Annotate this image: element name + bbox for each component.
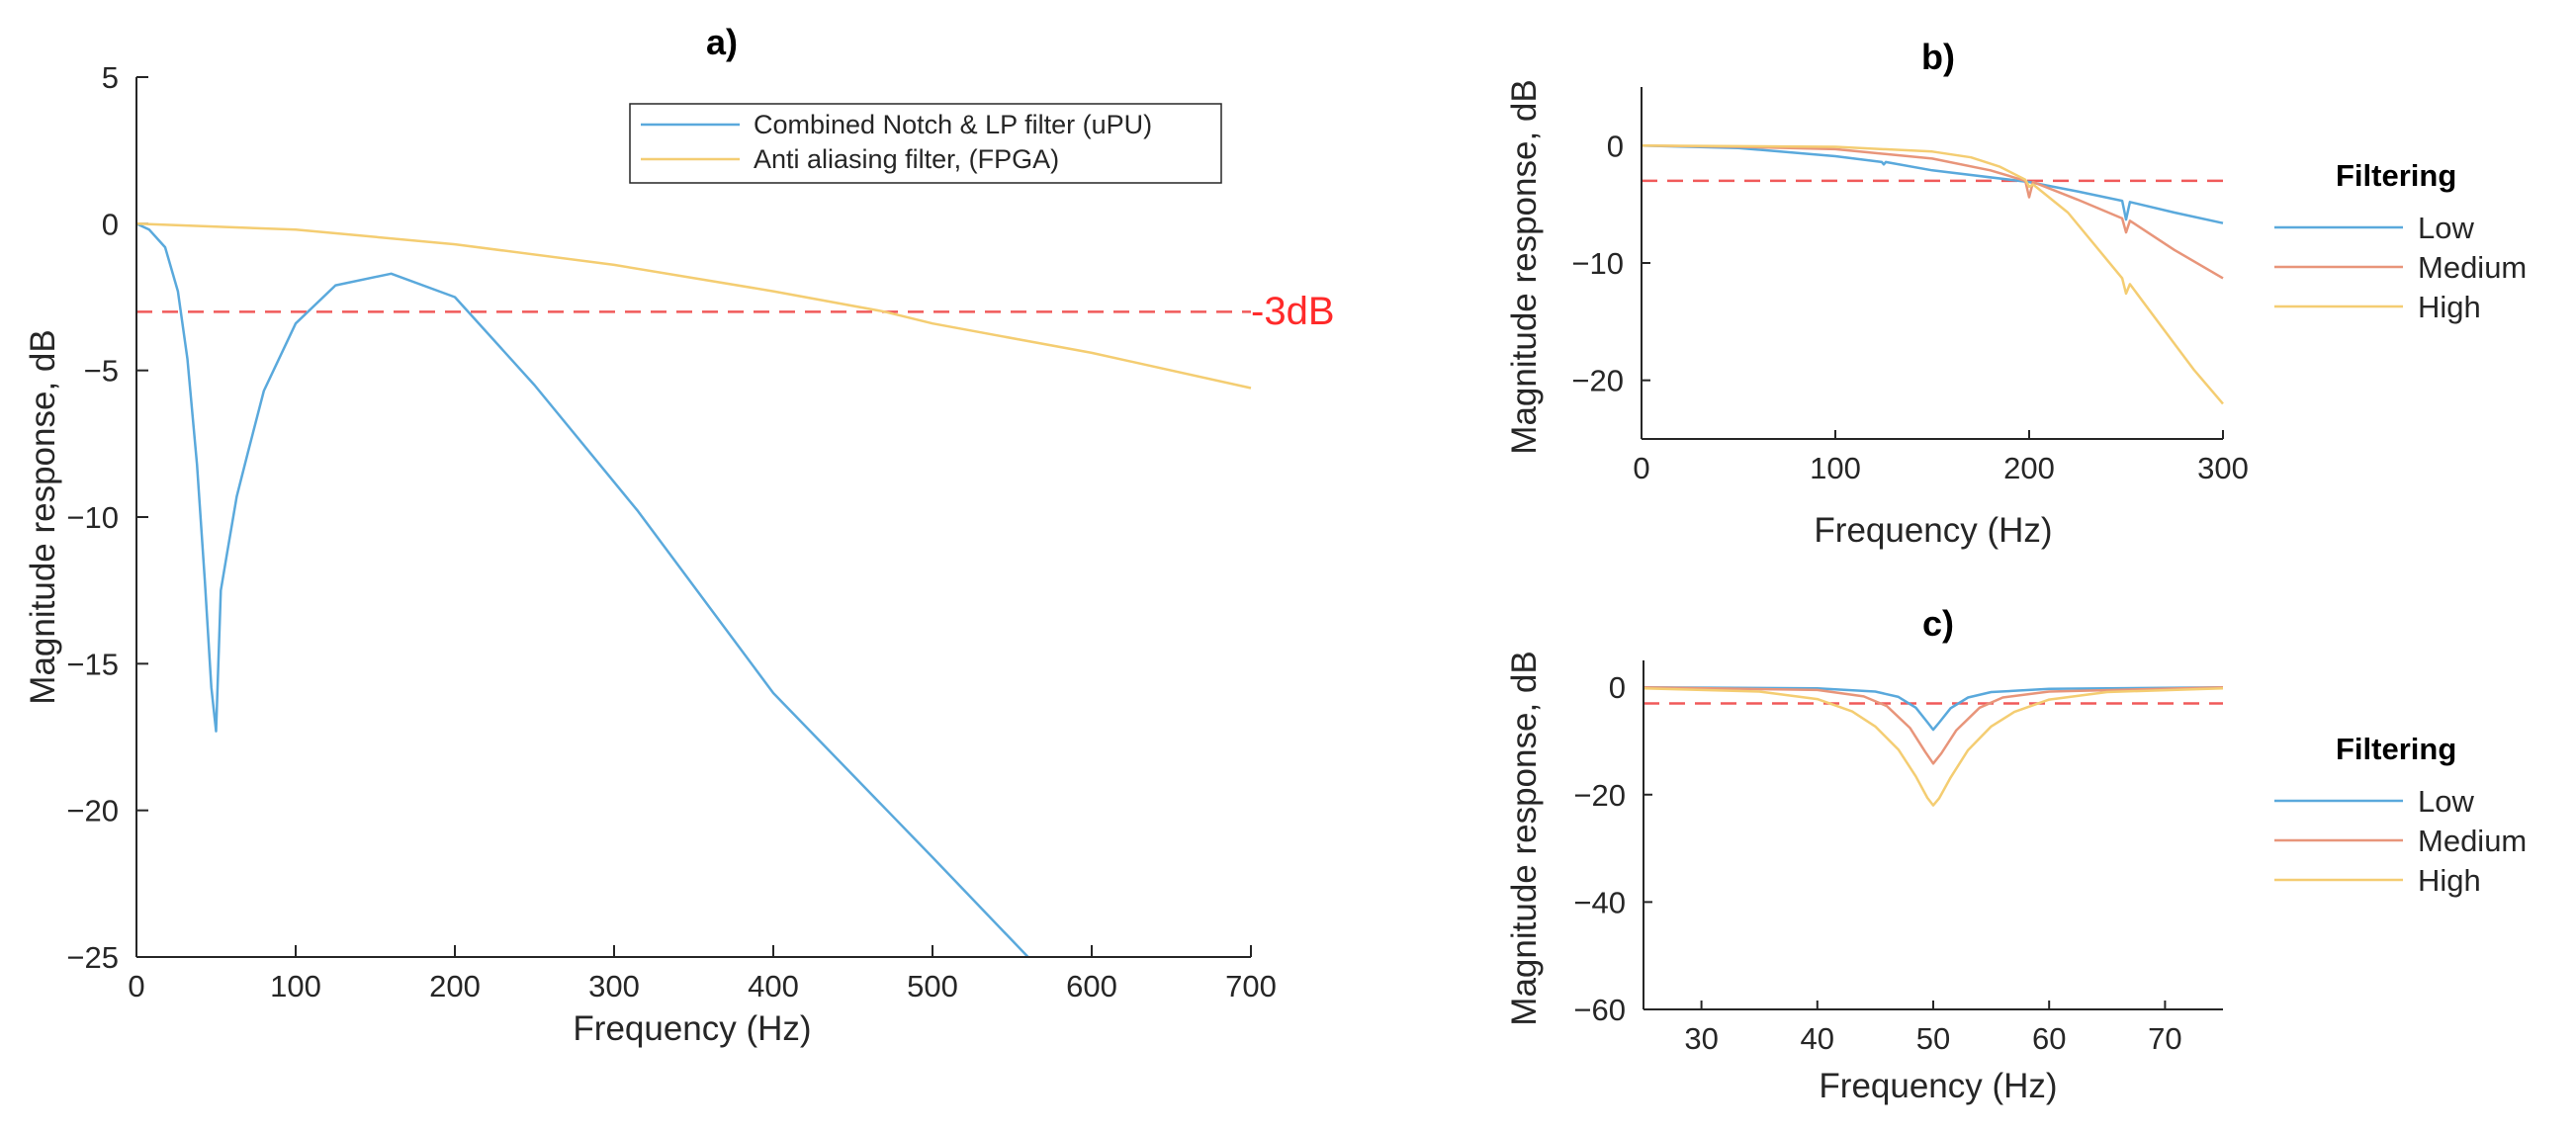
panel-c-x-tick-label: 60	[2032, 1021, 2066, 1056]
panel-b-title: b)	[1921, 37, 1955, 77]
panel-c-y-tick-label: −60	[1573, 993, 1626, 1027]
panel-c-x-tick-label: 70	[2148, 1021, 2181, 1056]
panel-a-title: a)	[706, 22, 738, 62]
panel-a-x-tick-label: 600	[1066, 969, 1117, 1003]
panel-b-legend: Filtering Low Medium High	[2274, 158, 2527, 324]
panel-c-x-label: Frequency (Hz)	[1819, 1067, 2057, 1105]
panel-a-y-tick-label: −15	[66, 647, 119, 681]
panel-c-series-medium	[1643, 685, 2224, 765]
panel-a-series-anti-aliasing-filter-fpga	[135, 222, 1252, 390]
panel-a-y-tick-label: −20	[66, 794, 119, 828]
panel-b-series-medium	[1641, 144, 2224, 280]
panel-b-legend-title: Filtering	[2336, 158, 2456, 193]
panel-a-reference-annotation: -3dB	[1251, 290, 1335, 333]
panel-c-y-label: Magnitude response, dB	[1505, 651, 1544, 1025]
panel-c-x-tick-label: 50	[1916, 1021, 1950, 1056]
panel-a-x-tick-label: 0	[128, 969, 144, 1003]
panel-c-x-tick-label: 40	[1801, 1021, 1834, 1056]
panel-c-legend-label-high: High	[2418, 863, 2481, 898]
panel-b-x-label: Frequency (Hz)	[1814, 511, 2052, 550]
panel-b-y-label: Magnitude response, dB	[1505, 79, 1544, 454]
panel-a-series-combined-notch-lp-filter-upu	[135, 222, 1029, 958]
panel-c-y-tick-label: −20	[1573, 778, 1626, 813]
panel-a-x-tick-label: 300	[588, 969, 640, 1003]
panel-b-legend-label-high: High	[2418, 290, 2481, 324]
panel-a-x-tick-label: 500	[907, 969, 958, 1003]
panel-c-ticks: 30 40 50 60 70 0 −20 −40 −60	[1573, 670, 2181, 1056]
panel-a-y-tick-label: −25	[66, 940, 119, 975]
panel-b-x-tick-label: 100	[1810, 451, 1861, 485]
panel-b-x-tick-label: 300	[2197, 451, 2249, 485]
panel-a-y-tick-label: 0	[102, 207, 119, 241]
panel-b-x-tick-label: 200	[2003, 451, 2055, 485]
panel-b-series	[1641, 144, 2224, 405]
panel-b-legend-label-medium: Medium	[2418, 250, 2527, 285]
panel-c-legend: Filtering Low Medium High	[2274, 732, 2527, 898]
panel-a-series	[135, 222, 1252, 958]
panel-b: b) 0 100 200 300 0 −10 −20 Frequency (Hz) Magn…	[1505, 37, 2527, 550]
panel-b-series-low	[1641, 144, 2224, 224]
panel-c-y-tick-label: −40	[1573, 885, 1626, 919]
panel-a-y-tick-label: 5	[102, 60, 119, 95]
legend-label-antialias: Anti aliasing filter, (FPGA)	[754, 144, 1059, 174]
panel-c-title: c)	[1922, 603, 1954, 644]
panel-c-legend-title: Filtering	[2336, 732, 2456, 766]
panel-c-x-tick-label: 30	[1684, 1021, 1718, 1056]
panel-b-y-tick-label: 0	[1607, 129, 1624, 163]
panel-c-legend-label-low: Low	[2418, 784, 2474, 819]
panel-a-x-tick-label: 400	[748, 969, 799, 1003]
panel-b-series-high	[1641, 144, 2224, 405]
panel-a-y-label: Magnitude response, dB	[24, 329, 62, 704]
panel-b-x-tick-label: 0	[1633, 451, 1649, 485]
panel-b-y-tick-label: −10	[1571, 246, 1624, 281]
panel-a-y-tick-label: −10	[66, 500, 119, 535]
panel-a-x-tick-label: 100	[270, 969, 321, 1003]
panel-c: c) 30 40 50 60 70 0 −20 −40 −60 Frequency (Hz) M…	[1505, 603, 2527, 1105]
panel-c-series	[1643, 685, 2224, 807]
legend-label-notch: Combined Notch & LP filter (uPU)	[754, 110, 1152, 139]
panel-a-x-label: Frequency (Hz)	[573, 1009, 811, 1048]
panel-c-legend-label-medium: Medium	[2418, 824, 2527, 858]
panel-a-x-tick-label: 200	[429, 969, 481, 1003]
panel-b-y-tick-label: −20	[1571, 364, 1624, 398]
panel-b-ticks: 0 100 200 300 0 −10 −20	[1571, 129, 2248, 485]
panel-a: a) 0 100 200 300 400 500 600 700 5 0 −5 −10 −15 −20 −2…	[24, 22, 1335, 1048]
panel-a-y-tick-label: −5	[84, 354, 119, 389]
panel-c-series-low	[1643, 685, 2224, 732]
panel-a-x-tick-label: 700	[1225, 969, 1277, 1003]
panel-c-series-high	[1643, 686, 2224, 807]
panel-c-y-tick-label: 0	[1609, 670, 1626, 705]
panel-b-legend-label-low: Low	[2418, 211, 2474, 245]
panel-a-legend: Combined Notch & LP filter (uPU) Anti al…	[629, 103, 1222, 184]
panel-a-ticks: 0 100 200 300 400 500 600 700 5 0 −5 −10 −15 −20 −25	[66, 60, 1276, 1003]
panel-a-legend-box	[629, 103, 1222, 184]
